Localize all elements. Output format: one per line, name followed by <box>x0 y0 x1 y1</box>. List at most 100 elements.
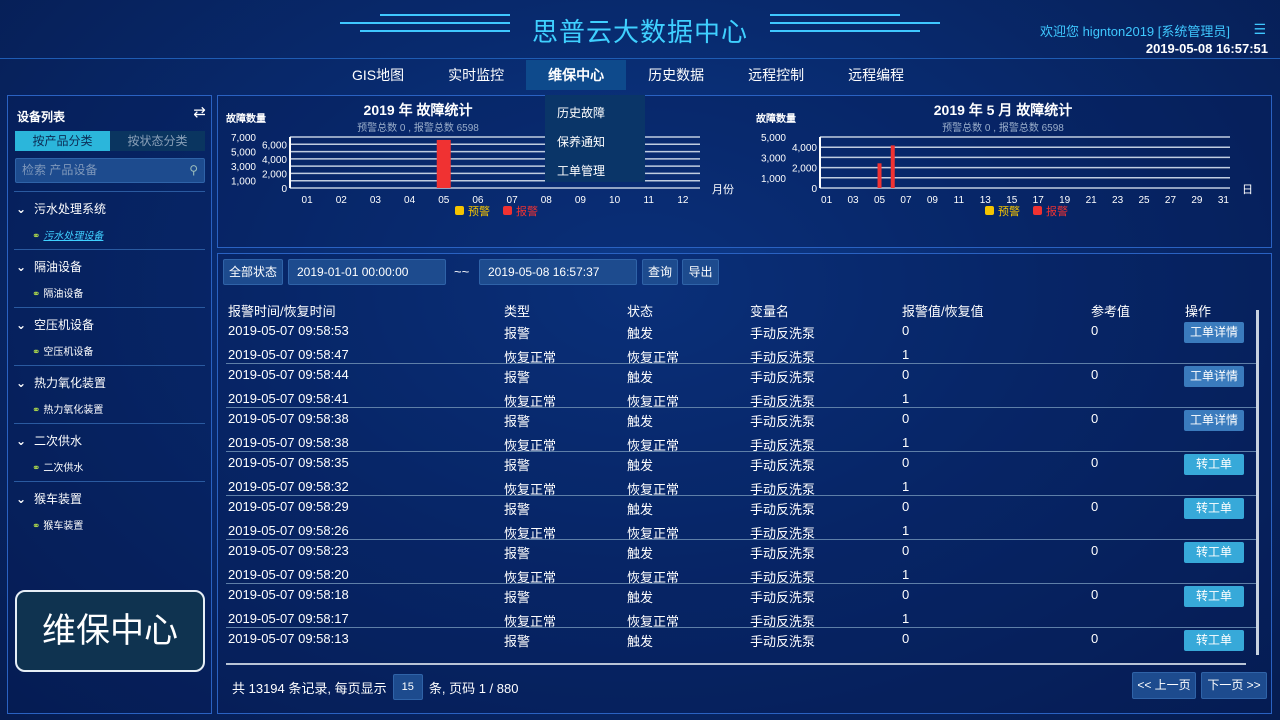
x-tick-label: 29 <box>1191 195 1203 206</box>
cell: 恢复正常 <box>627 394 680 409</box>
cell: 2019-05-07 09:58:53 <box>228 323 349 338</box>
work-order-detail-button[interactable]: 工单详情 <box>1184 322 1244 343</box>
cell: 0 <box>1091 323 1099 338</box>
x-tick-label: 31 <box>1218 195 1230 206</box>
prev-page-button[interactable]: << 上一页 <box>1132 672 1196 699</box>
menu-item-history-faults[interactable]: 历史故障 <box>557 106 606 120</box>
y-tick-label: 3,000 <box>231 162 256 173</box>
nav-gis[interactable]: GIS地图 <box>352 67 405 83</box>
nav-maintenance[interactable]: 维保中心 <box>526 60 627 90</box>
bar <box>436 139 451 188</box>
cell: 恢复正常 <box>504 570 557 585</box>
tree-group-toggle[interactable]: ⌄ 隔油设备 <box>16 258 82 275</box>
date-separator: ~~ <box>454 264 470 279</box>
nav-remote-control[interactable]: 远程控制 <box>748 67 805 83</box>
tree-group-toggle[interactable]: ⌄ 污水处理系统 <box>16 200 106 217</box>
col-variable: 变量名 <box>750 304 790 319</box>
cell: 触发 <box>627 634 654 649</box>
cell: 0 <box>1091 367 1099 382</box>
menu-item-maintenance-notice[interactable]: 保养通知 <box>557 135 606 149</box>
table-row: 2019-05-07 09:58:20 恢复正常 恢复正常 手动反洗泵 1 <box>226 564 1256 585</box>
app-title: 思普云大数据中心 <box>531 17 748 47</box>
legend-swatch <box>985 206 994 215</box>
query-button[interactable]: 查询 <box>642 259 678 285</box>
cell: 0 <box>1091 499 1099 514</box>
y-tick-label: 6,000 <box>262 140 287 151</box>
create-work-order-button[interactable]: 转工单 <box>1184 586 1244 607</box>
next-page-button[interactable]: 下一页 >> <box>1201 672 1267 699</box>
list-icon[interactable]: ☰ <box>1253 21 1266 37</box>
y-tick-label: 1,000 <box>231 177 256 188</box>
nav-history[interactable]: 历史数据 <box>648 67 705 83</box>
tree-item[interactable]: ⚭ 空压机设备 <box>32 343 93 358</box>
table-row: 2019-05-07 09:58:53 报警 触发 手动反洗泵 0 0 工单详情 <box>226 320 1256 344</box>
link-icon: ⚭ <box>32 463 41 474</box>
cell: 2019-05-07 09:58:47 <box>228 347 349 362</box>
cell: 2019-05-07 09:58:20 <box>228 567 349 582</box>
table-divider <box>226 663 1246 665</box>
x-tick-label: 05 <box>874 195 886 206</box>
cell: 手动反洗泵 <box>750 590 816 605</box>
legend-label: 预警 <box>998 204 1020 218</box>
cell: 手动反洗泵 <box>750 350 816 365</box>
nav-realtime[interactable]: 实时监控 <box>448 67 505 83</box>
cell: 恢复正常 <box>627 350 680 365</box>
table-scrollbar[interactable] <box>1256 310 1259 655</box>
x-tick-label: 02 <box>336 195 348 206</box>
y-tick-label: 3,000 <box>761 153 786 164</box>
x-tick-label: 06 <box>472 195 484 206</box>
tree-group-toggle[interactable]: ⌄ 二次供水 <box>16 432 82 449</box>
bar <box>877 163 882 188</box>
swap-icon[interactable]: ⇄ <box>193 104 206 121</box>
link-icon: ⚭ <box>32 405 41 416</box>
group-label: 污水处理系统 <box>34 202 107 216</box>
tree-group-toggle[interactable]: ⌄ 空压机设备 <box>16 316 94 333</box>
menu-item-work-orders[interactable]: 工单管理 <box>557 164 606 178</box>
tree-item[interactable]: ⚭ 猴车装置 <box>32 517 83 532</box>
cell: 恢复正常 <box>627 614 680 629</box>
tree-item[interactable]: ⚭ 隔油设备 <box>32 285 83 300</box>
device-search-input[interactable]: 检索 产品设备 ⚲ <box>15 158 205 183</box>
page-size-input[interactable]: 15 <box>392 674 423 700</box>
tree-group-toggle[interactable]: ⌄ 热力氧化装置 <box>16 374 106 391</box>
y-tick-label: 2,000 <box>792 164 817 175</box>
status-filter[interactable]: 全部状态 <box>223 259 283 285</box>
welcome-user[interactable]: 欢迎您 hignton2019 [系统管理员] <box>1039 24 1230 39</box>
table-row: 2019-05-07 09:58:41 恢复正常 恢复正常 手动反洗泵 1 <box>226 388 1256 409</box>
x-tick-label: 01 <box>302 195 314 206</box>
cell: 2019-05-07 09:58:38 <box>228 435 349 450</box>
tree-item[interactable]: ⚭ 热力氧化装置 <box>32 401 103 416</box>
create-work-order-button[interactable]: 转工单 <box>1184 498 1244 519</box>
create-work-order-button[interactable]: 转工单 <box>1184 630 1244 651</box>
create-work-order-button[interactable]: 转工单 <box>1184 454 1244 475</box>
cell: 0 <box>1091 455 1099 470</box>
tab-by-product[interactable]: 按产品分类 <box>15 131 110 151</box>
cell: 2019-05-07 09:58:23 <box>228 543 349 558</box>
tab-by-status[interactable]: 按状态分类 <box>110 131 205 151</box>
tree-item-label: 热力氧化装置 <box>43 405 104 416</box>
y-tick-label: 2,000 <box>262 169 287 180</box>
link-icon: ⚭ <box>32 521 41 532</box>
y-tick-label: 1,000 <box>761 174 786 185</box>
end-time-input[interactable]: 2019-05-08 16:57:37 <box>479 259 637 285</box>
table-row: 2019-05-07 09:58:35 报警 触发 手动反洗泵 0 0 转工单 <box>226 452 1256 476</box>
col-action: 操作 <box>1185 304 1212 319</box>
tree-item[interactable]: ⚭ 污水处理设备 <box>32 227 103 242</box>
cell: 手动反洗泵 <box>750 438 816 453</box>
main-nav: GIS地图 实时监控 维保中心 历史数据 远程控制 远程编程 <box>330 60 926 90</box>
cell: 1 <box>902 347 910 362</box>
cell: 0 <box>902 323 910 338</box>
tree-item[interactable]: ⚭ 二次供水 <box>32 459 83 474</box>
cell: 2019-05-07 09:58:26 <box>228 523 349 538</box>
cell: 报警 <box>504 502 531 517</box>
cell: 恢复正常 <box>504 482 557 497</box>
nav-remote-program[interactable]: 远程编程 <box>848 67 905 83</box>
start-time-input[interactable]: 2019-01-01 00:00:00 <box>288 259 446 285</box>
export-button[interactable]: 导出 <box>682 259 719 285</box>
tree-group: ⌄ 猴车装置 ⚭ 猴车装置 <box>14 481 205 539</box>
search-icon[interactable]: ⚲ <box>189 163 198 177</box>
work-order-detail-button[interactable]: 工单详情 <box>1184 410 1244 431</box>
tree-group-toggle[interactable]: ⌄ 猴车装置 <box>16 490 82 507</box>
work-order-detail-button[interactable]: 工单详情 <box>1184 366 1244 387</box>
create-work-order-button[interactable]: 转工单 <box>1184 542 1244 563</box>
